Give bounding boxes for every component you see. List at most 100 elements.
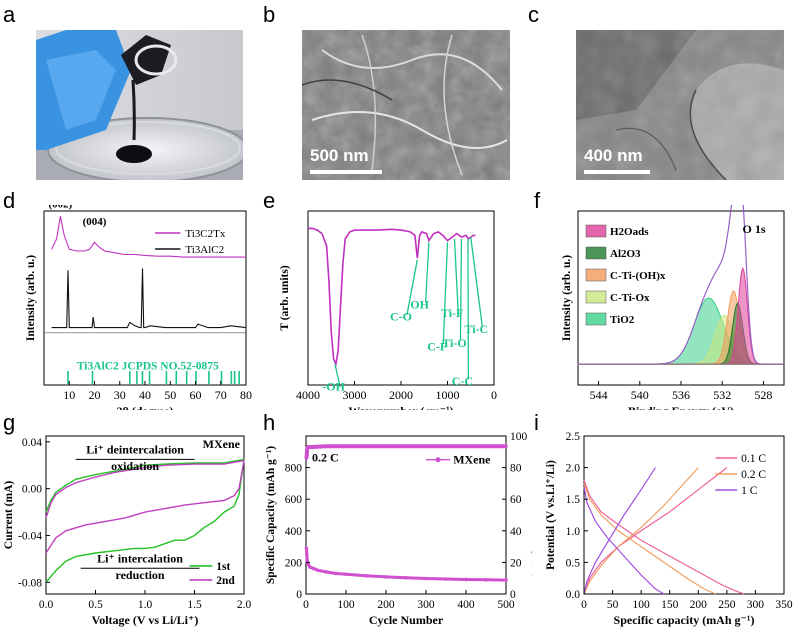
y-axis-tick-label: 800 [285,463,303,475]
efficiency-point [384,444,388,449]
sem-texture [302,30,510,180]
x-axis-tick-label: 150 [661,599,679,611]
x-axis-tick-label: 0 [303,599,309,611]
annotation-label: C-C [452,374,473,388]
y2-axis-tick-label: 20 [510,557,522,569]
efficiency-point [305,453,309,457]
y-axis-tick-label: 1.0 [566,526,581,538]
x-axis-tick-label: 0.5 [88,599,103,611]
y-axis-tick-label: 600 [285,494,303,506]
series-line-ftir [308,227,476,367]
x-axis-tick-label: 1.0 [138,599,153,611]
y-axis-tick-label: 0.5 [566,557,581,569]
y2-axis-label: Coulombic Efficiency (%) [531,451,532,579]
legend-label: 0.2 C [741,469,766,481]
y-axis-tick-label: -0.04 [18,530,42,542]
x-axis-label: Specific capacity (mAh g⁻¹) [614,613,755,627]
x-axis-tick-label: 50 [164,388,176,402]
y2-axis-tick-label: 60 [510,494,522,506]
y-axis-tick-label: 0.0 [566,589,581,601]
sem-image: 500 nm [302,30,510,180]
scale-bar-label-b: 500 nm [310,146,369,165]
capacity-point [304,546,309,550]
efficiency-point [464,444,468,449]
x-axis-tick-label: 60 [190,388,202,402]
peak-label-002: (002) [48,205,72,211]
annotation-top-2: oxidation [111,459,159,473]
series-capacity [304,548,507,582]
capacity-point [312,566,316,571]
x-axis-tick-label: 350 [775,599,793,611]
x-axis-tick-label: 400 [457,599,475,611]
legend-label: 0.1 C [741,453,766,465]
y-axis-tick-label: 2.5 [566,431,581,443]
panel-letter-d: d [3,188,16,213]
y-axis-tick-label: -0.08 [18,577,42,589]
x-axis-tick-label: 0 [491,388,497,402]
annotation-bottom-2: reduction [115,568,164,582]
annotation-label: C-O [390,310,412,324]
series-line-Ti3AlC2 [51,268,247,329]
y-axis-label: Intensity (arb. u.) [561,255,573,341]
y-axis-label: Specific Capacity (mAh g⁻¹) [265,446,277,584]
x-axis-tick-label: 40 [139,388,151,402]
y-axis-label: Intensity (arb. u.) [25,255,37,341]
annotation-top-1: Li⁺ deintercalation [86,443,184,457]
x-axis-tick-label: 250 [718,599,736,611]
capacity-point [324,570,328,574]
annotation-label: -OH [322,379,345,393]
x-axis-tick-label: 20 [89,388,101,402]
x-axis-tick-label: 300 [747,599,765,611]
x-axis-label: Cycle Number [369,613,444,627]
x-axis-tick-label: 500 [497,599,515,611]
chart-cycling: 0 100 200 300 400 500020040060080002040608010… [265,431,532,627]
capacity-point [364,574,368,578]
capacity-point [334,571,338,576]
x-axis-tick-label: 50 [607,599,619,611]
chart-cv: 0.0 0.5 1.0 1.5 2.0 0.04 0.00 -0.04 -0.08 Voltage… [3,435,251,627]
panel-letter-f: f [534,188,541,213]
efficiency-point [304,456,309,460]
capacity-point [424,576,428,581]
x-axis-tick-label: 2000 [389,388,413,402]
discharge-0.1 C [583,479,745,595]
x-axis-tick-label: 532 [713,388,731,402]
y2-axis-tick-label: 100 [510,431,528,443]
capacity-point [308,565,312,569]
annotation-label: OH [410,298,429,312]
legend-label: 1st [216,561,230,573]
capacity-point [444,577,448,581]
efficiency-point [308,445,312,449]
chart-xps: 544 540 536 532 528 Binding Energy (eV) Intens… [561,205,785,410]
reference-label: Ti3AlC2 JCPDS NO.52-0875 [77,360,219,372]
panel-letter-i: i [534,410,539,435]
x-axis-tick-label: 3000 [343,388,367,402]
legend-label: Ti3C2Tx [185,228,225,240]
peak-label-004: (004) [83,216,107,228]
x-axis-label: Wavenumber (cm⁻¹) [348,404,453,410]
annotation-label: Ti-O [442,336,466,350]
x-axis-tick-label: 528 [754,388,772,402]
annotation-label: Ti-F [441,306,463,320]
x-axis-tick-label: 1.5 [187,599,202,611]
y-axis-tick-label: 1.5 [566,494,581,506]
annotation-arrow [442,242,449,345]
legend-swatch [585,312,607,326]
x-axis-tick-label: 80 [240,388,252,402]
annotation-arrow [406,259,418,315]
x-axis-tick-label: 540 [631,388,649,402]
annotation-arrow [334,363,341,385]
x-axis-tick-label: 200 [377,599,395,611]
photo-drawing [36,30,243,180]
panel-letter-a: a [3,2,16,27]
x-axis-tick-label: 536 [672,388,690,402]
panel-letter-e: e [263,188,276,213]
capacity-point [404,575,408,580]
x-axis-tick-label: 100 [337,599,355,611]
charge-0.2 C [583,467,699,595]
x-axis-tick-label: 544 [590,388,608,402]
chart-title: O 1s [742,222,765,236]
capacity-point [316,568,320,573]
y-axis-label: Potential (V vs.Li⁺/Li) [545,460,557,570]
photo-mxene-solution [36,30,243,180]
